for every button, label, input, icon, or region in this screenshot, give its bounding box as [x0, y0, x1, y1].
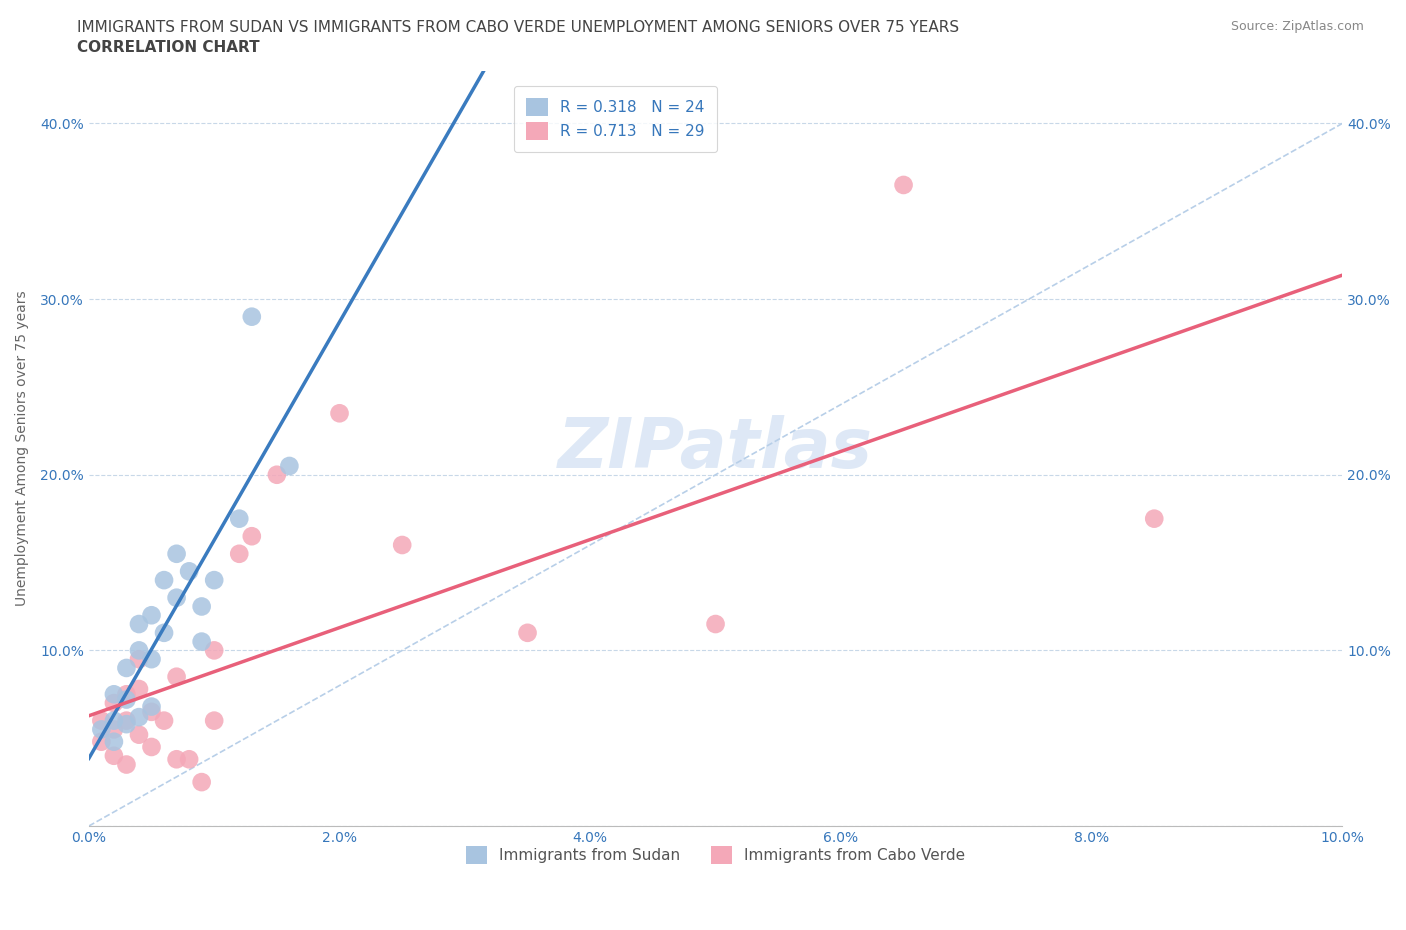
- Point: [166, 591, 188, 605]
- Point: [266, 467, 288, 482]
- Point: [228, 546, 250, 561]
- Point: [166, 751, 188, 766]
- Point: [103, 735, 125, 750]
- Point: [90, 713, 112, 728]
- Point: [1143, 512, 1166, 526]
- Point: [141, 704, 163, 719]
- Point: [228, 512, 250, 526]
- Point: [128, 617, 150, 631]
- Point: [153, 713, 176, 728]
- Point: [141, 699, 163, 714]
- Point: [115, 660, 138, 675]
- Point: [166, 670, 188, 684]
- Point: [202, 643, 225, 658]
- Point: [278, 458, 301, 473]
- Point: [202, 713, 225, 728]
- Legend: Immigrants from Sudan, Immigrants from Cabo Verde: Immigrants from Sudan, Immigrants from C…: [458, 838, 973, 871]
- Y-axis label: Unemployment Among Seniors over 75 years: Unemployment Among Seniors over 75 years: [15, 290, 30, 606]
- Point: [391, 538, 413, 552]
- Point: [179, 564, 201, 578]
- Point: [704, 617, 727, 631]
- Point: [115, 757, 138, 772]
- Point: [190, 775, 212, 790]
- Point: [115, 692, 138, 707]
- Point: [115, 687, 138, 702]
- Point: [190, 634, 212, 649]
- Point: [90, 735, 112, 750]
- Point: [141, 652, 163, 667]
- Point: [141, 608, 163, 623]
- Point: [166, 546, 188, 561]
- Point: [115, 713, 138, 728]
- Point: [103, 722, 125, 737]
- Point: [90, 722, 112, 737]
- Point: [103, 687, 125, 702]
- Point: [202, 573, 225, 588]
- Point: [103, 696, 125, 711]
- Text: Source: ZipAtlas.com: Source: ZipAtlas.com: [1230, 20, 1364, 33]
- Point: [190, 599, 212, 614]
- Point: [141, 739, 163, 754]
- Text: IMMIGRANTS FROM SUDAN VS IMMIGRANTS FROM CABO VERDE UNEMPLOYMENT AMONG SENIORS O: IMMIGRANTS FROM SUDAN VS IMMIGRANTS FROM…: [77, 20, 959, 35]
- Point: [893, 178, 915, 193]
- Text: ZIPatlas: ZIPatlas: [558, 415, 873, 482]
- Point: [103, 749, 125, 764]
- Point: [115, 717, 138, 732]
- Point: [240, 529, 263, 544]
- Point: [128, 682, 150, 697]
- Point: [240, 310, 263, 325]
- Point: [179, 751, 201, 766]
- Point: [128, 643, 150, 658]
- Point: [153, 573, 176, 588]
- Point: [328, 405, 350, 420]
- Text: CORRELATION CHART: CORRELATION CHART: [77, 40, 260, 55]
- Point: [128, 727, 150, 742]
- Point: [128, 710, 150, 724]
- Point: [128, 652, 150, 667]
- Point: [516, 625, 538, 640]
- Point: [153, 625, 176, 640]
- Point: [103, 713, 125, 728]
